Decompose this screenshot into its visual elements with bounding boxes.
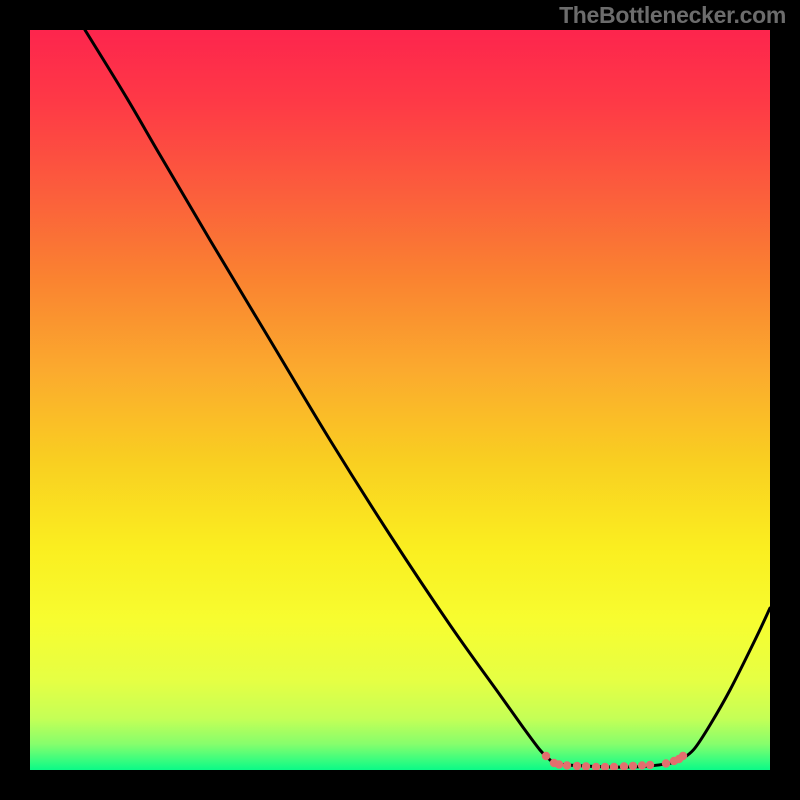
marker-dot: [563, 761, 571, 769]
plot-svg: [30, 30, 770, 770]
marker-dot: [638, 761, 646, 769]
chart-frame: TheBottlenecker.com: [0, 0, 800, 800]
marker-dot: [646, 761, 654, 769]
watermark-text: TheBottlenecker.com: [559, 2, 786, 29]
marker-dot: [573, 762, 581, 770]
marker-dot: [542, 752, 550, 760]
marker-dot: [662, 759, 670, 767]
gradient-background: [30, 30, 770, 770]
marker-dot: [679, 752, 687, 760]
plot-area: [30, 30, 770, 770]
marker-dot: [555, 760, 563, 768]
marker-dot: [629, 762, 637, 770]
